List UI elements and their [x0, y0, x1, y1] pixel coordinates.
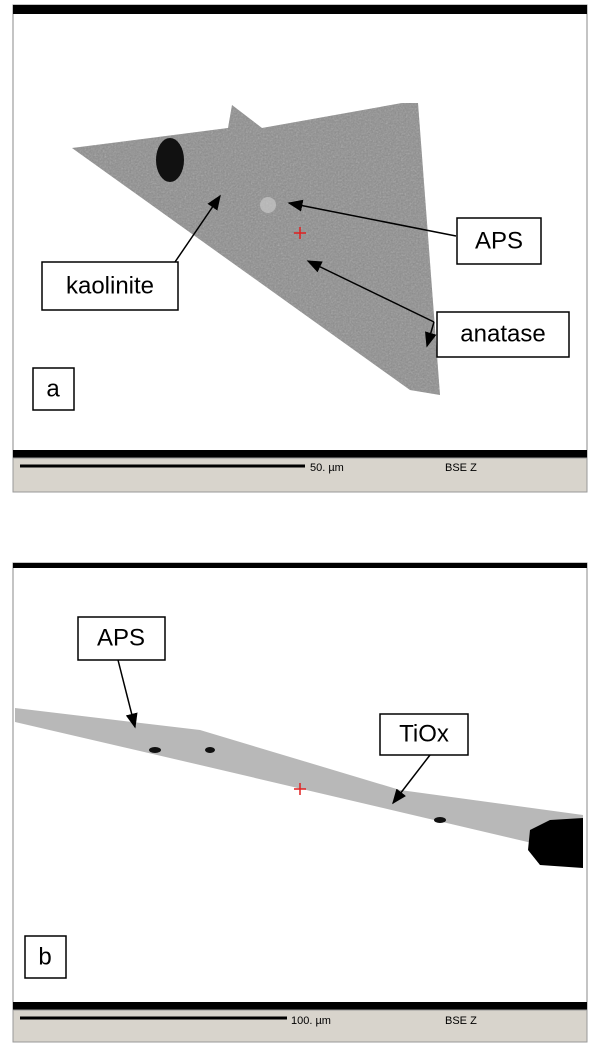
page: kaolinite APS anatase a 50. µm BSE Z APS…: [0, 0, 591, 1043]
top-bar: [13, 5, 587, 14]
annotation: APS: [475, 227, 523, 254]
figure: kaolinite APS anatase a 50. µm BSE Z APS…: [0, 0, 591, 1043]
status-bar: [13, 458, 587, 492]
aps-spot: [260, 197, 276, 213]
panel-a: kaolinite APS anatase a 50. µm BSE Z: [13, 5, 587, 492]
annotation: APS: [97, 624, 145, 651]
pore: [156, 138, 184, 182]
top-bar: [13, 563, 587, 568]
pore: [149, 747, 161, 753]
annotation: kaolinite: [66, 272, 154, 299]
pore: [434, 817, 446, 823]
bottom-bar: [13, 450, 587, 458]
scale-text: 100. µm: [291, 1015, 331, 1027]
pore: [205, 747, 215, 753]
panel-b: APS TiOx b 100. µm BSE Z: [13, 563, 587, 1042]
bottom-bar: [13, 1002, 587, 1010]
panel-label: a: [46, 375, 60, 402]
annotation: anatase: [460, 320, 545, 347]
annotation: TiOx: [399, 720, 449, 747]
scale-text: 50. µm: [310, 462, 344, 474]
mode-text: BSE Z: [445, 1015, 477, 1027]
panel-label: b: [38, 943, 51, 970]
mode-text: BSE Z: [445, 462, 477, 474]
